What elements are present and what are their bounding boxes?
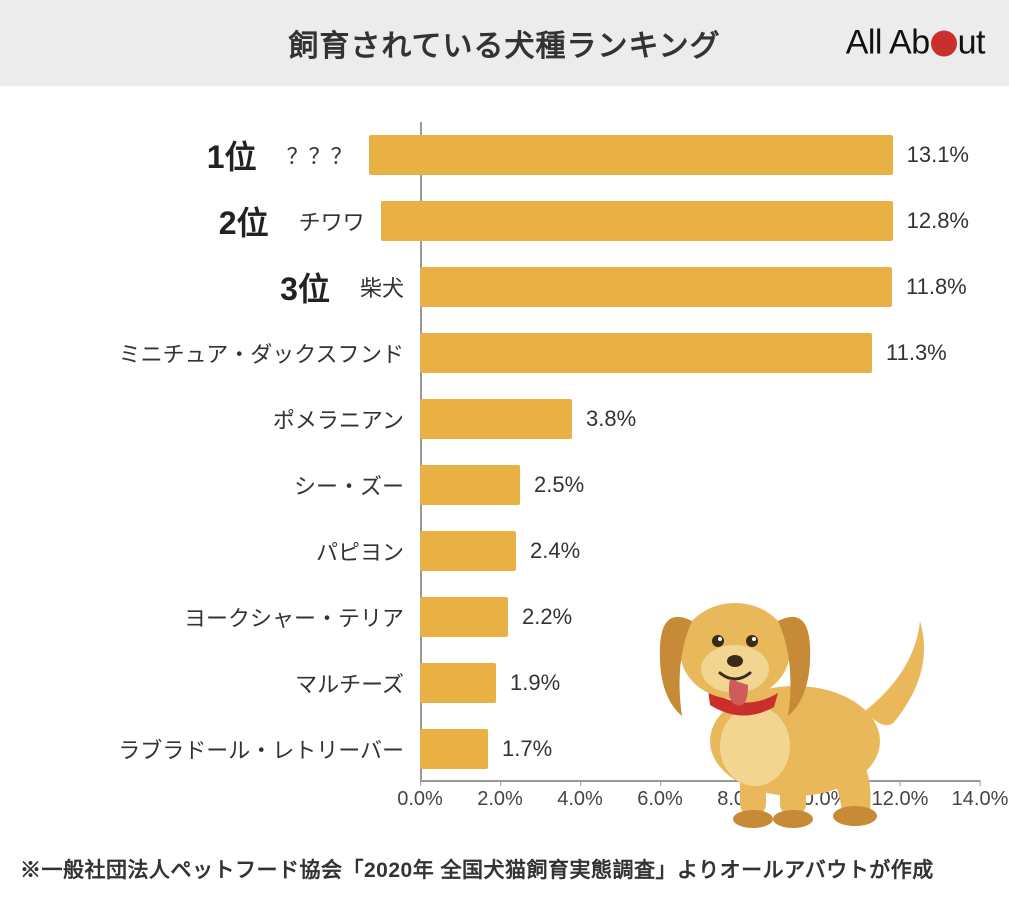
row-labels: ポメラニアン bbox=[40, 403, 420, 435]
bar-value: 2.4% bbox=[530, 538, 580, 564]
footnote: ※一般社団法人ペットフード協会「2020年 全国犬猫飼育実態調査」よりオールアバ… bbox=[20, 854, 934, 884]
bar-value: 11.8% bbox=[906, 274, 967, 300]
bar-value: 1.7% bbox=[502, 736, 552, 762]
breed-name: シー・ズー bbox=[294, 469, 404, 501]
bar bbox=[420, 729, 488, 769]
row-labels: ヨークシャー・テリア bbox=[40, 601, 420, 633]
breed-name: 柴犬 bbox=[360, 271, 404, 303]
rank-label: 3位 bbox=[280, 264, 330, 310]
dog-illustration-icon bbox=[630, 561, 940, 841]
chart-row: 3位柴犬 11.8% bbox=[40, 254, 969, 320]
row-labels: シー・ズー bbox=[40, 469, 420, 501]
bar bbox=[420, 267, 892, 307]
chart-row: 1位 ？？？ 13.1% bbox=[40, 122, 969, 188]
bar-cell: 2.5% bbox=[420, 452, 969, 518]
bar-cell: 11.3% bbox=[420, 320, 969, 386]
breed-name: マルチーズ bbox=[295, 667, 404, 699]
breed-name: ？？？ bbox=[287, 139, 353, 171]
row-labels: 3位柴犬 bbox=[40, 264, 420, 310]
breed-name: ポメラニアン bbox=[273, 403, 404, 435]
bar-value: 12.8% bbox=[907, 208, 969, 234]
breed-name: ミニチュア・ダックスフンド bbox=[119, 337, 404, 369]
brand-suffix: ut bbox=[958, 24, 985, 63]
row-labels: ミニチュア・ダックスフンド bbox=[40, 337, 420, 369]
bar-value: 2.5% bbox=[534, 472, 584, 498]
row-labels: ラブラドール・レトリーバー bbox=[40, 733, 420, 765]
bar-cell: 12.8% bbox=[381, 188, 969, 254]
breed-name: パピヨン bbox=[316, 535, 404, 567]
bar bbox=[420, 465, 520, 505]
x-tick: 2.0% bbox=[477, 788, 523, 811]
breed-name: ラブラドール・レトリーバー bbox=[118, 733, 404, 765]
x-tick: 0.0% bbox=[397, 788, 443, 811]
bar bbox=[381, 201, 893, 241]
rank-label: 2位 bbox=[219, 198, 269, 244]
chart-row: シー・ズー 2.5% bbox=[40, 452, 969, 518]
chart-row: ミニチュア・ダックスフンド 11.3% bbox=[40, 320, 969, 386]
x-tick: 14.0% bbox=[952, 788, 1009, 811]
x-tick: 4.0% bbox=[557, 788, 603, 811]
bar bbox=[369, 135, 893, 175]
row-labels: パピヨン bbox=[40, 535, 420, 567]
breed-name: ヨークシャー・テリア bbox=[184, 601, 404, 633]
bar-cell: 11.8% bbox=[420, 254, 969, 320]
bar-value: 3.8% bbox=[586, 406, 636, 432]
bar-cell: 13.1% bbox=[369, 122, 969, 188]
bar-value: 1.9% bbox=[510, 670, 560, 696]
chart-container: 1位 ？？？ 13.1% 2位チワワ 12.8% 3位柴犬 11.8% ミニチュア・ダックスフ… bbox=[0, 86, 1009, 828]
chart-row: 2位チワワ 12.8% bbox=[40, 188, 969, 254]
brand-prefix: All Ab bbox=[846, 24, 930, 63]
row-labels: 1位 ？？？ bbox=[40, 132, 369, 178]
row-labels: マルチーズ bbox=[40, 667, 420, 699]
bar bbox=[420, 531, 516, 571]
bar bbox=[420, 333, 872, 373]
bar-cell: 3.8% bbox=[420, 386, 969, 452]
bar bbox=[420, 597, 508, 637]
brand-dot-icon bbox=[931, 31, 957, 57]
rank-label: 1位 bbox=[207, 132, 257, 178]
bar bbox=[420, 663, 496, 703]
bar-value: 13.1% bbox=[907, 142, 969, 168]
bar-value: 11.3% bbox=[886, 340, 947, 366]
brand-logo: All Ab ut bbox=[846, 24, 985, 63]
bar bbox=[420, 399, 572, 439]
row-labels: 2位チワワ bbox=[40, 198, 381, 244]
header: 飼育されている犬種ランキング All Ab ut bbox=[0, 0, 1009, 86]
breed-name: チワワ bbox=[299, 205, 365, 237]
bar-value: 2.2% bbox=[522, 604, 572, 630]
chart-row: ポメラニアン 3.8% bbox=[40, 386, 969, 452]
